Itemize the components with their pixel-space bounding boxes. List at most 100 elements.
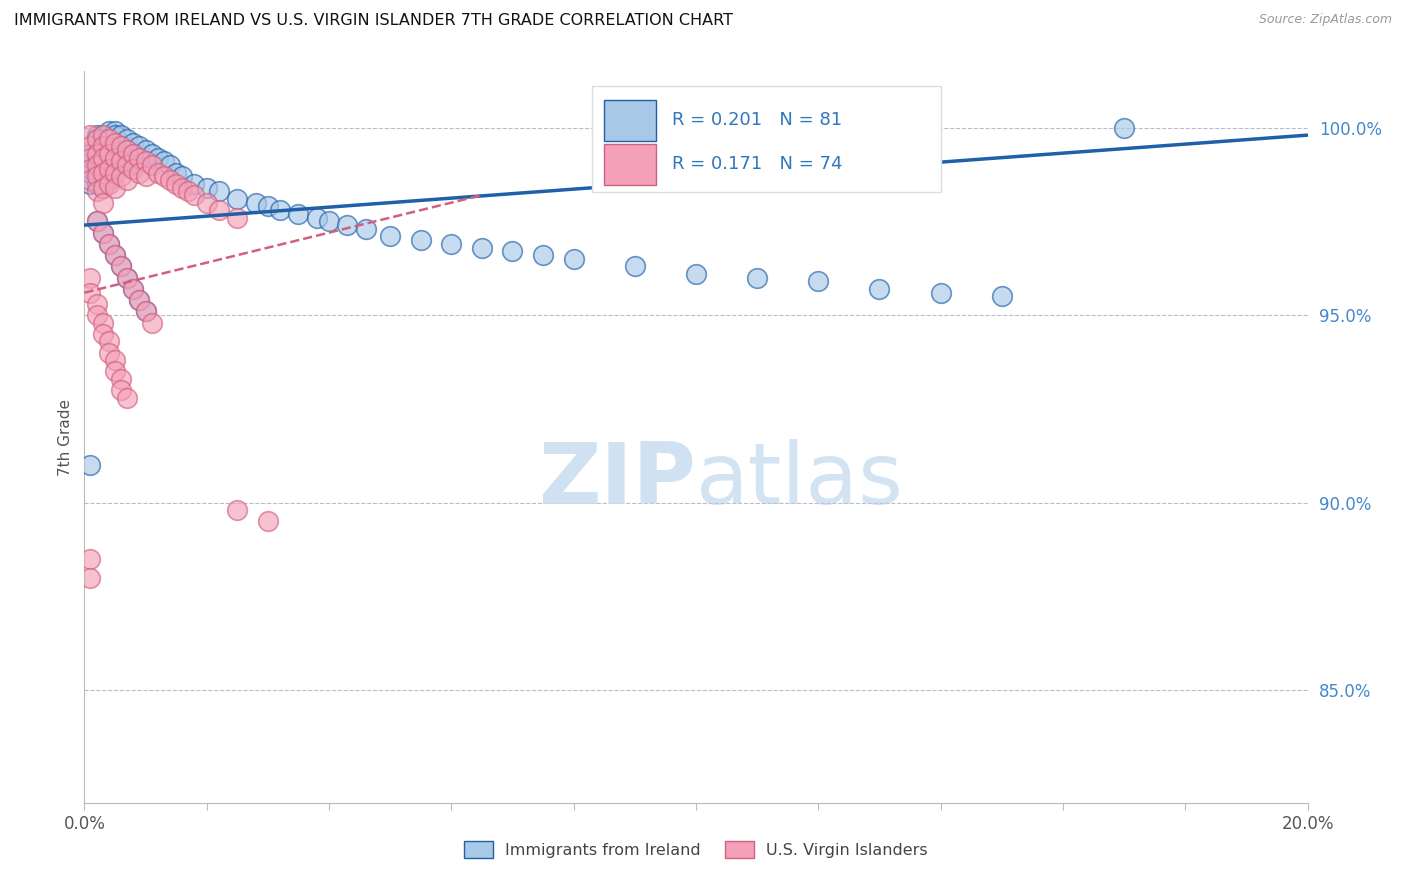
Point xyxy=(122,158,145,172)
Point xyxy=(97,236,120,251)
Point xyxy=(146,166,169,180)
Point xyxy=(471,241,494,255)
Point xyxy=(165,166,187,180)
Point xyxy=(104,248,127,262)
Point xyxy=(97,345,120,359)
Point xyxy=(380,229,402,244)
Point xyxy=(128,139,150,153)
Point xyxy=(79,177,101,191)
Text: ZIP: ZIP xyxy=(538,440,696,523)
Point xyxy=(110,151,132,165)
Point xyxy=(195,180,218,194)
Point xyxy=(91,139,114,153)
Point xyxy=(122,147,145,161)
Text: R = 0.171   N = 74: R = 0.171 N = 74 xyxy=(672,155,842,173)
Point xyxy=(115,270,138,285)
FancyBboxPatch shape xyxy=(605,144,655,185)
Point xyxy=(86,169,108,184)
FancyBboxPatch shape xyxy=(592,86,941,192)
Point xyxy=(245,195,267,210)
Point xyxy=(115,132,138,146)
Point xyxy=(104,139,127,153)
Point xyxy=(91,166,114,180)
Point xyxy=(135,154,157,169)
Point xyxy=(141,158,163,172)
Point xyxy=(122,136,145,150)
Point xyxy=(440,236,463,251)
Text: R = 0.201   N = 81: R = 0.201 N = 81 xyxy=(672,111,842,128)
Point xyxy=(153,169,176,184)
Point xyxy=(97,177,120,191)
Point xyxy=(115,143,138,157)
Point xyxy=(257,515,280,529)
Point xyxy=(128,151,150,165)
Point xyxy=(409,233,432,247)
Point xyxy=(91,128,114,142)
Point xyxy=(91,128,114,142)
Point xyxy=(91,326,114,341)
Point xyxy=(79,458,101,473)
Text: IMMIGRANTS FROM IRELAND VS U.S. VIRGIN ISLANDER 7TH GRADE CORRELATION CHART: IMMIGRANTS FROM IRELAND VS U.S. VIRGIN I… xyxy=(14,13,733,29)
Point xyxy=(91,316,114,330)
Point xyxy=(122,282,145,296)
Point xyxy=(97,147,120,161)
Point xyxy=(91,195,114,210)
Point xyxy=(1114,120,1136,135)
Point xyxy=(141,316,163,330)
Point xyxy=(110,139,132,153)
Point xyxy=(104,166,127,180)
Point xyxy=(104,124,127,138)
Point xyxy=(86,132,108,146)
Point xyxy=(336,218,359,232)
Point xyxy=(226,192,249,206)
Point xyxy=(97,132,120,146)
Point xyxy=(172,180,194,194)
Point xyxy=(153,154,176,169)
Point xyxy=(135,154,157,169)
Point xyxy=(97,334,120,349)
Point xyxy=(79,285,101,300)
Point xyxy=(502,244,524,259)
Point xyxy=(91,139,114,153)
Point xyxy=(128,166,150,180)
Point xyxy=(624,260,647,274)
Point xyxy=(91,180,114,194)
Point xyxy=(97,132,120,146)
Point xyxy=(115,391,138,405)
Point xyxy=(110,128,132,142)
Point xyxy=(115,143,138,157)
Point xyxy=(318,214,340,228)
Point xyxy=(869,282,891,296)
Point xyxy=(91,154,114,169)
Point xyxy=(135,143,157,157)
Point xyxy=(91,226,114,240)
Point xyxy=(110,139,132,153)
Point xyxy=(91,169,114,184)
Text: Source: ZipAtlas.com: Source: ZipAtlas.com xyxy=(1258,13,1392,27)
Point xyxy=(86,308,108,322)
Point xyxy=(269,203,291,218)
Point xyxy=(79,151,101,165)
Point xyxy=(747,270,769,285)
Point xyxy=(685,267,707,281)
Point xyxy=(135,304,157,318)
Point xyxy=(110,260,132,274)
Point xyxy=(122,161,145,176)
Point xyxy=(991,289,1014,303)
Point xyxy=(562,252,585,266)
Point xyxy=(104,154,127,169)
Point xyxy=(122,282,145,296)
Point xyxy=(110,372,132,386)
Point xyxy=(115,270,138,285)
Point xyxy=(104,353,127,368)
Point xyxy=(208,203,231,218)
Point xyxy=(159,173,181,187)
Point xyxy=(172,169,194,184)
Point xyxy=(135,304,157,318)
Point xyxy=(165,177,187,191)
Point xyxy=(159,158,181,172)
Point xyxy=(86,185,108,199)
Point xyxy=(79,166,101,180)
Point xyxy=(86,128,108,142)
Point xyxy=(195,195,218,210)
